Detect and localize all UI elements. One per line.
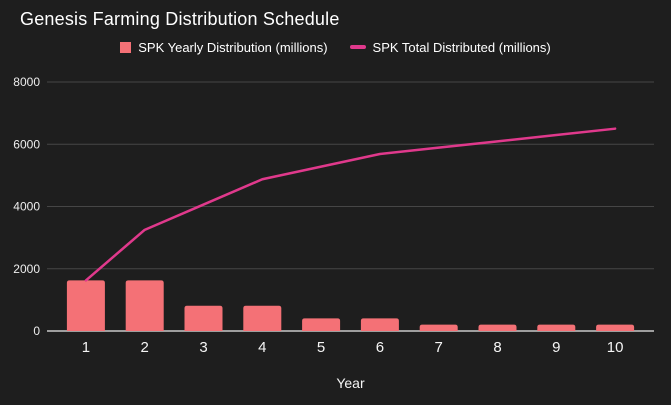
legend-label-yearly: SPK Yearly Distribution (millions) (138, 39, 328, 55)
x-tick-label-year-2: 2 (141, 339, 149, 356)
x-tick-label-year-10: 10 (607, 339, 624, 356)
bar-year-9 (537, 324, 576, 331)
x-axis-title: Year (336, 375, 365, 391)
bar-series-swatch-icon (120, 41, 132, 53)
y-tick-label: 0 (33, 324, 40, 338)
x-tick-label-year-8: 8 (493, 339, 501, 356)
line-series-swatch-icon (349, 45, 366, 49)
x-tick-label-year-4: 4 (258, 339, 266, 356)
y-tick-label: 2000 (13, 262, 40, 276)
bar-year-7 (419, 324, 458, 331)
chart-legend: SPK Yearly Distribution (millions) SPK T… (0, 39, 671, 55)
bar-year-3 (184, 305, 223, 331)
chart-title: Genesis Farming Distribution Schedule (20, 9, 340, 29)
x-tick-label-year-3: 3 (199, 339, 207, 356)
y-tick-label: 4000 (13, 200, 40, 214)
bar-year-2 (125, 280, 164, 331)
bar-year-4 (243, 305, 282, 331)
bar-year-5 (302, 318, 341, 331)
legend-item-yearly-distribution[interactable]: SPK Yearly Distribution (millions) (120, 39, 328, 55)
y-tick-label: 8000 (13, 75, 40, 89)
y-tick-label: 6000 (13, 137, 40, 151)
bar-year-8 (478, 324, 517, 331)
total-distributed-line (84, 127, 617, 282)
bar-year-10 (596, 324, 635, 331)
x-tick-label-year-9: 9 (552, 339, 560, 356)
x-tick-label-year-7: 7 (435, 339, 443, 356)
legend-item-total-distributed[interactable]: SPK Total Distributed (millions) (349, 39, 551, 55)
bar-year-1 (66, 280, 105, 331)
x-tick-label-year-5: 5 (317, 339, 325, 356)
bar-year-6 (360, 318, 399, 331)
legend-label-total: SPK Total Distributed (millions) (372, 39, 551, 55)
x-tick-label-year-1: 1 (82, 339, 90, 356)
x-tick-label-year-6: 6 (376, 339, 384, 356)
